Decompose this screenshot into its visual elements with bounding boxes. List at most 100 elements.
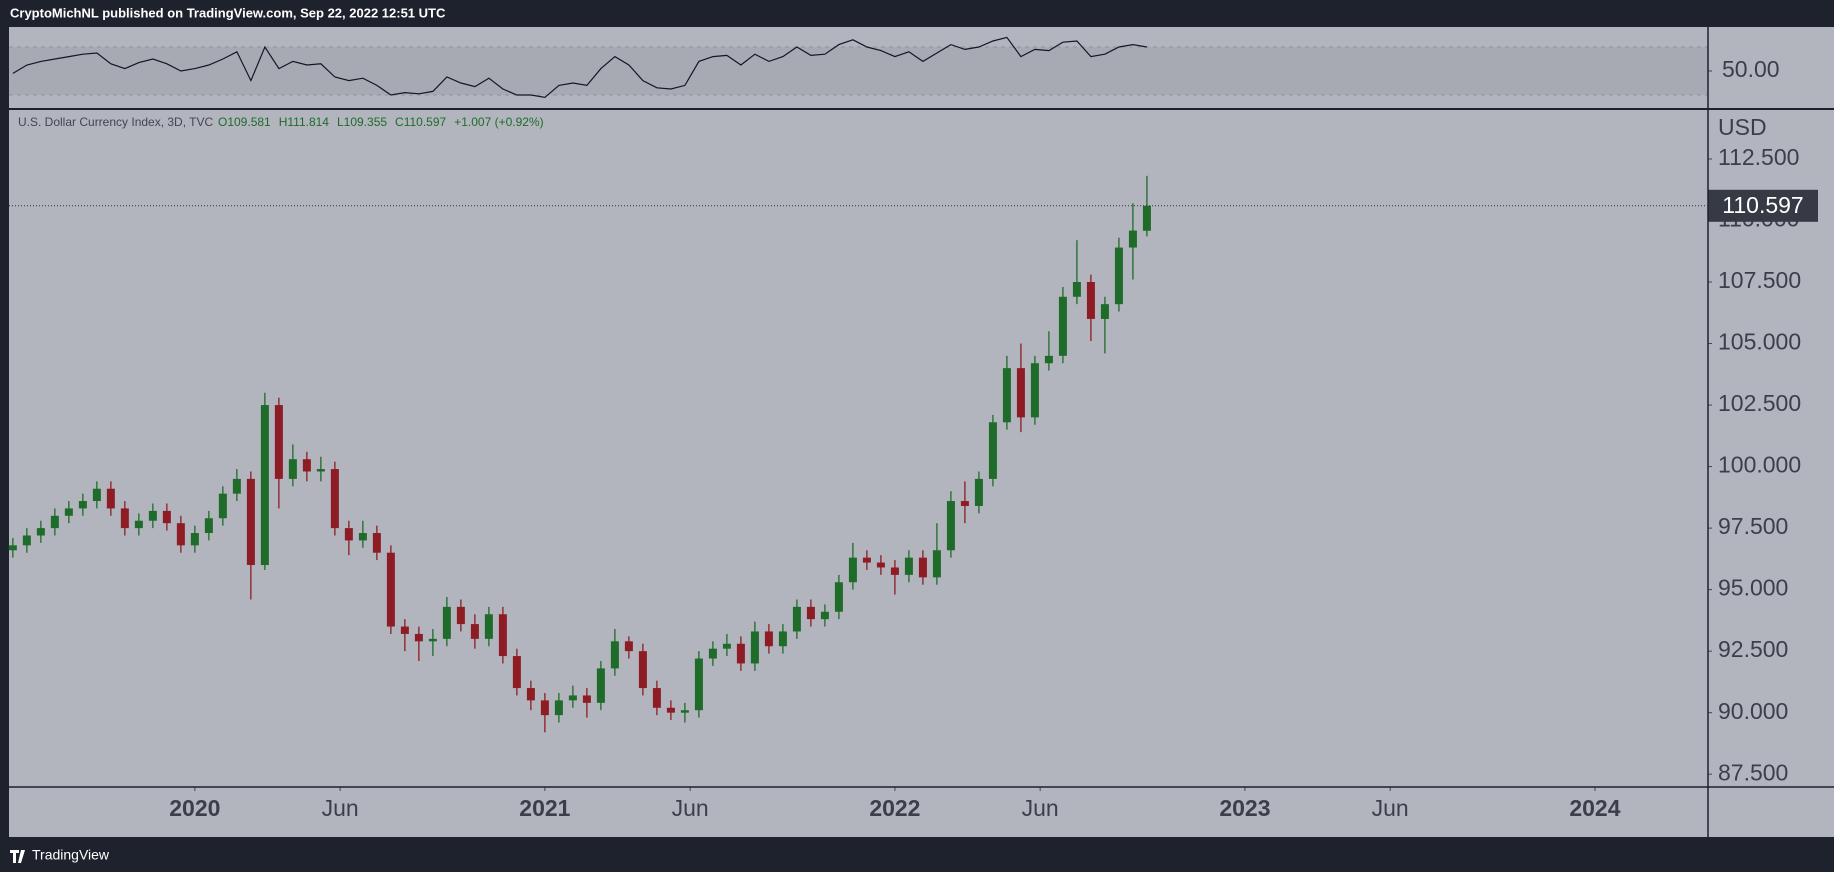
candle-body xyxy=(1016,368,1025,418)
candle-body xyxy=(456,606,465,625)
y-tick-label: 112.500 xyxy=(1718,144,1799,170)
candle-body xyxy=(1058,296,1067,356)
candle-body xyxy=(610,641,619,669)
candle-body xyxy=(862,557,871,563)
candle-body xyxy=(8,545,17,551)
candle-body xyxy=(736,643,745,664)
candle-body xyxy=(568,695,577,701)
candle-body xyxy=(1142,205,1151,231)
candle-body xyxy=(680,710,689,713)
candle-body xyxy=(50,515,59,529)
ohlc-value: C110.597 xyxy=(395,115,446,129)
candle-body xyxy=(750,631,759,664)
candle-body xyxy=(820,611,829,620)
candle-body xyxy=(1114,247,1123,305)
candle-body xyxy=(904,557,913,575)
candle-body xyxy=(386,552,395,627)
candle-body xyxy=(806,606,815,620)
candle-body xyxy=(960,501,969,506)
candle-body xyxy=(162,510,171,524)
candle-body xyxy=(288,459,297,479)
candle-body xyxy=(666,707,675,713)
y-tick-label: 107.500 xyxy=(1718,267,1801,293)
candle-body xyxy=(652,688,661,708)
candle-body xyxy=(260,405,269,566)
candle-body xyxy=(1072,282,1081,297)
candle-body xyxy=(246,478,255,566)
candle-body xyxy=(316,469,325,472)
candle-body xyxy=(498,614,507,657)
candle-body xyxy=(106,488,115,509)
price-panel: 87.500 90.000 92.500 95.000 97.500 100.000 102… xyxy=(8,144,1818,821)
candle-body xyxy=(484,614,493,639)
candle-body xyxy=(974,478,983,506)
candle-body xyxy=(120,508,129,529)
symbol-title: U.S. Dollar Currency Index, 3D, TVC xyxy=(18,115,214,129)
candle-body xyxy=(1128,230,1137,248)
y-tick-label: 50.00 xyxy=(1722,56,1780,82)
y-tick-label: 102.500 xyxy=(1718,390,1801,416)
ohlc-legend: O109.581 H111.814 L109.355 C110.597 +1.007 (… xyxy=(218,115,544,129)
candle-body xyxy=(78,501,87,509)
x-tick-label: Jun xyxy=(322,795,359,821)
candle-body xyxy=(582,695,591,703)
candle-body xyxy=(596,668,605,703)
x-tick-label: Jun xyxy=(1022,795,1059,821)
candle-body xyxy=(148,510,157,521)
candle-body xyxy=(638,651,647,689)
candle-body xyxy=(36,528,45,536)
candle-body xyxy=(470,624,479,639)
candle-body xyxy=(400,626,409,634)
last-price-label: 110.597 xyxy=(1722,192,1803,218)
candle-body xyxy=(512,656,521,689)
candle-body xyxy=(218,493,227,519)
candle-body xyxy=(918,557,927,578)
candle-body xyxy=(764,631,773,647)
candle-body xyxy=(722,643,731,649)
publisher: CryptoMichNL published on TradingView.co… xyxy=(10,5,446,20)
candle-body xyxy=(274,405,283,479)
candle-body xyxy=(708,648,717,659)
candle-body xyxy=(932,550,941,578)
change-value: +1.007 (+0.92%) xyxy=(454,115,543,129)
candle-body xyxy=(1002,368,1011,423)
candle-body xyxy=(64,508,73,516)
candle-body xyxy=(792,606,801,632)
x-tick-label: 2022 xyxy=(869,795,920,821)
x-tick-label: Jun xyxy=(672,795,709,821)
y-tick-label: 95.000 xyxy=(1718,575,1788,601)
y-tick-label: 97.500 xyxy=(1718,513,1788,539)
x-tick-label: 2024 xyxy=(1569,795,1620,821)
candle-body xyxy=(624,641,633,652)
candle-body xyxy=(1030,363,1039,418)
candle-body xyxy=(526,688,535,701)
x-tick-label: 2021 xyxy=(519,795,570,821)
candle-body xyxy=(428,638,437,642)
candle-body xyxy=(694,658,703,711)
logo-mark xyxy=(10,850,25,863)
candle-body xyxy=(176,523,185,546)
candle-body xyxy=(1100,304,1109,319)
candle-body xyxy=(890,567,899,575)
candle-body xyxy=(232,478,241,494)
x-tick-label: 2023 xyxy=(1219,795,1270,821)
candle-body xyxy=(358,533,367,541)
candle-body xyxy=(22,535,31,546)
rsi-band xyxy=(9,47,1708,95)
brand: TradingView xyxy=(32,847,110,863)
y-tick-label: 87.500 xyxy=(1718,759,1788,785)
candle-body xyxy=(1086,282,1095,319)
candle-body xyxy=(92,488,101,502)
candle-body xyxy=(946,501,955,551)
candle-body xyxy=(372,533,381,553)
last-price-tag xyxy=(1708,189,1818,222)
y-tick-label: 90.000 xyxy=(1718,698,1788,724)
ohlc-value: L109.355 xyxy=(337,115,387,129)
y-tick-label: 92.500 xyxy=(1718,636,1788,662)
y-tick-label: 100.000 xyxy=(1718,452,1801,478)
logo xyxy=(10,850,25,863)
candle-body xyxy=(988,422,997,479)
candle-body xyxy=(540,700,549,716)
